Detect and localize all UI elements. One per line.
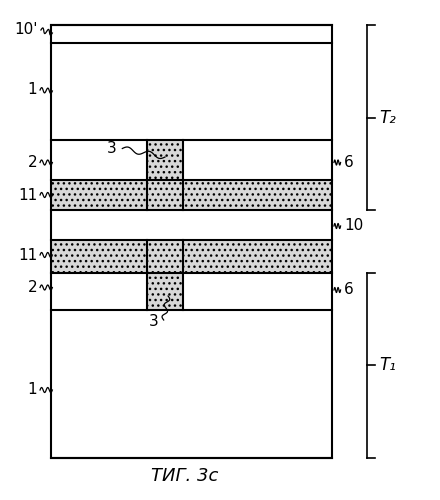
Text: 2: 2: [28, 155, 37, 170]
Text: 2: 2: [28, 280, 37, 295]
Text: 6: 6: [344, 155, 354, 170]
Bar: [51, 240, 332, 272]
Text: 10: 10: [344, 218, 363, 234]
Bar: [147, 140, 183, 210]
Text: 1: 1: [28, 382, 37, 398]
Text: ΤИГ. 3c: ΤИГ. 3c: [151, 467, 219, 485]
Bar: [51, 180, 332, 210]
Text: T₁: T₁: [380, 356, 396, 374]
Text: 10': 10': [14, 22, 37, 38]
Text: 3: 3: [149, 314, 158, 328]
Text: 6: 6: [344, 282, 354, 298]
Text: T₂: T₂: [380, 108, 396, 126]
Bar: [51, 25, 332, 458]
Bar: [147, 240, 183, 310]
Bar: [51, 25, 332, 458]
Text: 3: 3: [107, 141, 117, 156]
Text: 11: 11: [18, 188, 37, 202]
Text: 1: 1: [28, 82, 37, 98]
Text: 11: 11: [18, 248, 37, 262]
